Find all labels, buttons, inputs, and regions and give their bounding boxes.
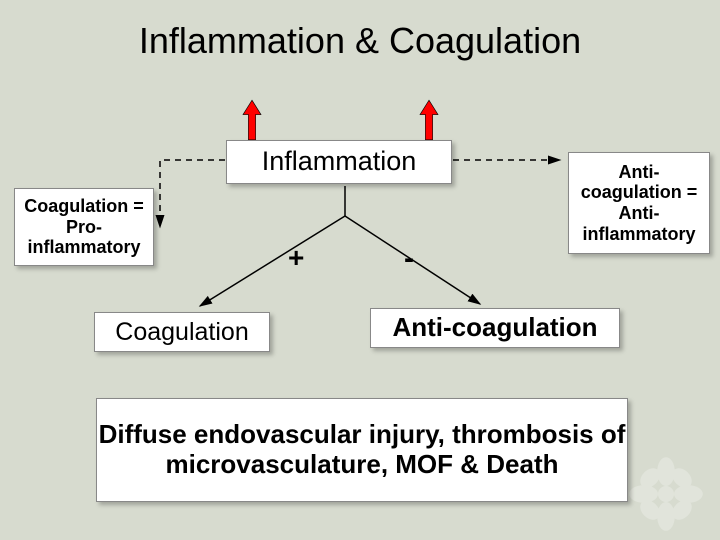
node-inflammation: Inflammation bbox=[226, 140, 452, 184]
node-outcome-label: Diffuse endovascular injury, thrombosis … bbox=[97, 420, 627, 480]
node-coagulation-label: Coagulation bbox=[115, 318, 248, 347]
node-anticoagulation: Anti-coagulation bbox=[370, 308, 620, 348]
minus-sign: - bbox=[404, 242, 414, 276]
node-coagulation-proinflammatory-label: Coagulation = Pro-inflammatory bbox=[15, 196, 153, 258]
node-coagulation: Coagulation bbox=[94, 312, 270, 352]
node-anticoagulation-label: Anti-coagulation bbox=[392, 313, 597, 343]
node-anticoagulation-antiinflammatory-label: Anti-coagulation = Anti-inflammatory bbox=[569, 162, 709, 245]
node-inflammation-label: Inflammation bbox=[262, 146, 417, 177]
node-anticoagulation-antiinflammatory: Anti-coagulation = Anti-inflammatory bbox=[568, 152, 710, 254]
plus-sign: + bbox=[288, 242, 304, 274]
node-coagulation-proinflammatory: Coagulation = Pro-inflammatory bbox=[14, 188, 154, 266]
node-outcome: Diffuse endovascular injury, thrombosis … bbox=[96, 398, 628, 502]
diagram-canvas: Inflammation & Coagulation Inflammation … bbox=[0, 0, 720, 540]
